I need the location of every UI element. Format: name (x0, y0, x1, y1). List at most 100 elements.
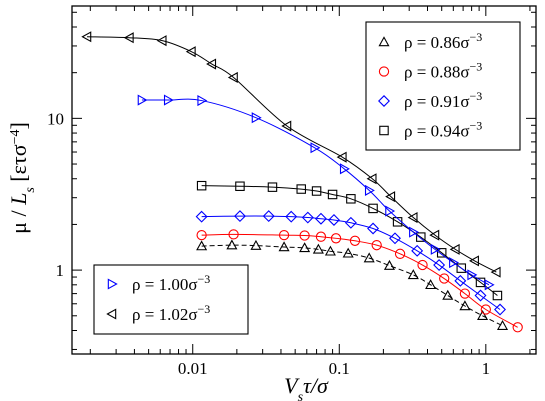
legend-label: ρ = 1.02σ−3 (132, 302, 210, 324)
x-axis-label: Vsτ/σ (284, 373, 329, 401)
y-axis-label: μ / Ls [ετσ−4] (6, 122, 38, 234)
data-point (197, 95, 208, 107)
plot-area (71, 5, 537, 355)
series-1 (196, 229, 523, 333)
data-point (196, 229, 207, 241)
legend-label: ρ = 0.94σ−3 (404, 119, 482, 141)
data-point (442, 289, 454, 300)
series-line (201, 233, 518, 328)
data-point (330, 233, 342, 244)
data-point (315, 231, 327, 242)
series-0 (196, 239, 509, 330)
data-point (235, 181, 245, 191)
legend-marker (378, 66, 390, 77)
data-point (251, 112, 262, 124)
data-point (233, 210, 246, 223)
data-point (226, 239, 238, 250)
data-point (409, 226, 420, 238)
series-line (141, 98, 490, 286)
data-point (185, 46, 196, 58)
data-point (156, 35, 167, 47)
series-line (201, 244, 503, 327)
data-point (196, 240, 208, 251)
data-point (366, 173, 377, 185)
legend-marker (106, 308, 117, 320)
data-point (278, 241, 290, 252)
data-point (250, 239, 262, 250)
data-point (492, 290, 503, 301)
data-point (227, 71, 238, 83)
series-2 (195, 210, 506, 316)
data-point (449, 257, 460, 269)
legend-label: ρ = 0.86σ−3 (404, 30, 482, 52)
data-point (324, 245, 336, 256)
data-point (344, 216, 357, 229)
data-point (364, 184, 375, 196)
data-point (454, 274, 467, 287)
x-tick-label: 1 (482, 359, 491, 378)
legend-label: ρ = 0.91σ−3 (404, 89, 482, 111)
data-point (459, 288, 471, 299)
data-point (195, 210, 208, 223)
data-point (430, 243, 441, 255)
data-point (296, 184, 306, 194)
legend-top-right: ρ = 0.86σ−3 ρ = 0.88σ−3 ρ = 0.91σ−3 ρ = 0.9… (365, 21, 521, 151)
data-point (163, 94, 174, 106)
data-point (417, 259, 428, 271)
legend-layer: ρ = 0.86σ−3 ρ = 0.88σ−3 ρ = 0.91σ−3 ρ = 0.9… (93, 21, 521, 335)
data-point (81, 31, 92, 43)
data-point (371, 240, 382, 251)
data-point (394, 248, 406, 259)
data-point (281, 120, 292, 132)
data-point (267, 182, 278, 192)
data-point (196, 180, 207, 191)
data-point (383, 259, 395, 270)
legend-box (93, 264, 249, 335)
data-point (407, 212, 418, 224)
series-5 (81, 31, 501, 278)
data-point (206, 58, 217, 70)
y-tick-label: 10 (47, 109, 64, 128)
data-point (301, 211, 314, 224)
data-point (436, 248, 447, 258)
data-point (385, 191, 396, 203)
data-point (363, 252, 375, 263)
series-4 (137, 94, 495, 291)
data-point (456, 263, 467, 273)
data-point (490, 266, 501, 278)
data-point (439, 273, 450, 284)
data-point (228, 229, 239, 240)
legend-bottom-left: ρ = 1.00σ−3 ρ = 1.02σ−3 (93, 264, 249, 335)
data-point (480, 304, 491, 315)
legend-box (365, 21, 521, 151)
data-point (467, 269, 478, 281)
data-point (496, 319, 509, 330)
data-point (278, 229, 290, 241)
legend-label: ρ = 1.00σ−3 (132, 272, 210, 294)
data-point (349, 235, 361, 246)
data-point (512, 322, 523, 333)
series-line (201, 215, 501, 310)
data-point (327, 189, 338, 200)
legend-label: ρ = 0.88σ−3 (404, 60, 482, 82)
data-point (123, 32, 134, 44)
data-point (416, 232, 426, 242)
data-point (477, 310, 489, 321)
data-point (314, 212, 327, 225)
data-point (407, 269, 419, 280)
legend-marker (378, 95, 390, 107)
x-tick-label: 0.01 (178, 359, 208, 378)
legend-marker (379, 125, 389, 136)
data-point (468, 255, 479, 267)
series-line (87, 36, 497, 273)
data-point (285, 210, 298, 223)
plot-frame (71, 5, 537, 355)
legend-marker (378, 36, 390, 47)
data-point (311, 186, 322, 196)
data-point (342, 247, 354, 258)
data-point (494, 303, 506, 316)
data-point (449, 243, 460, 255)
data-point (262, 210, 275, 223)
data-point (433, 259, 446, 272)
